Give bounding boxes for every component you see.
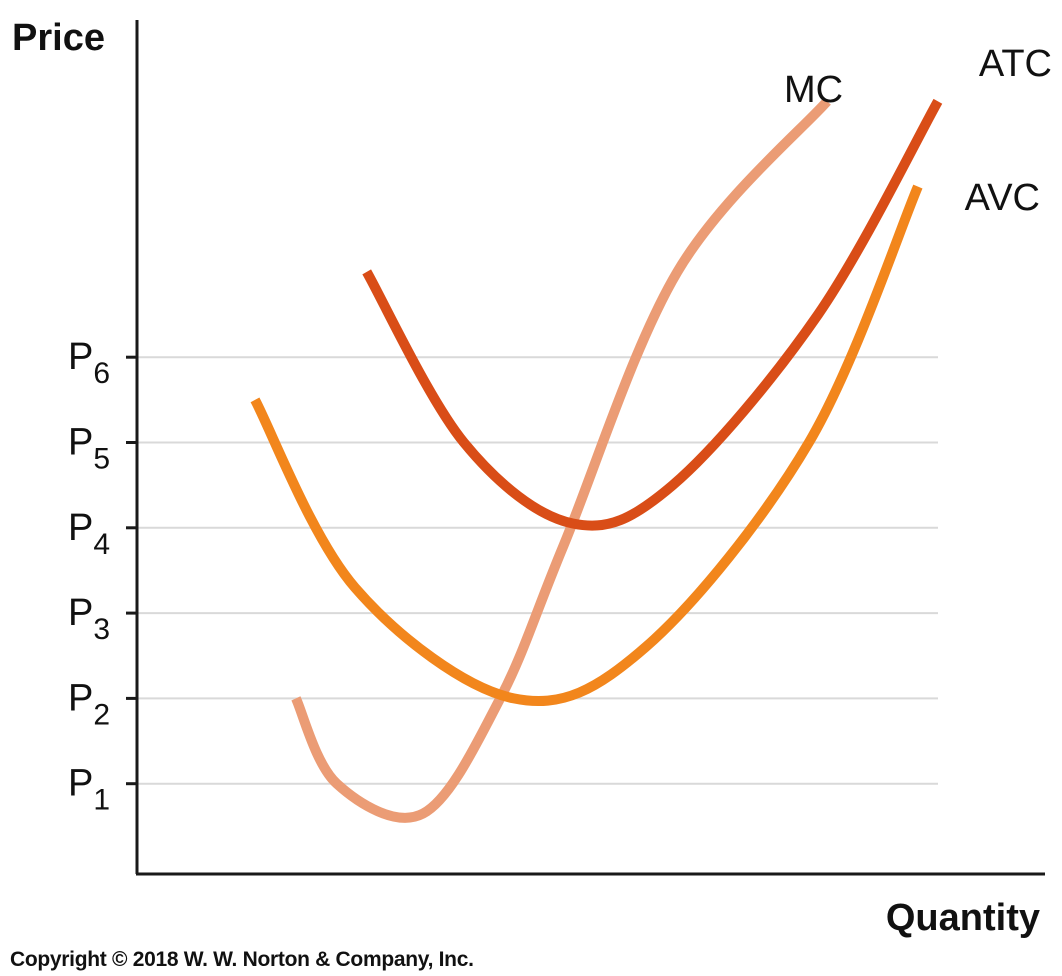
avc-label: AVC [965,177,1040,219]
tick-label-p4: P4 [68,507,110,561]
mc-curve [291,97,831,823]
avc-curve [250,184,923,707]
tick-label-p5: P5 [68,422,110,476]
tick-label-p3: P3 [68,592,110,646]
y-ticks: P1 P2 P3 P4 P5 P6 [68,336,137,817]
mc-label: MC [784,69,843,111]
tick-label-p1: P1 [68,763,110,817]
series-lines [250,97,943,823]
x-axis-title: Quantity [886,897,1040,939]
atc-curve [362,98,943,531]
copyright-notice: Copyright © 2018 W. W. Norton & Company,… [10,948,474,971]
tick-label-p6: P6 [68,336,110,390]
tick-label-p2: P2 [68,677,110,731]
y-axis-title: Price [12,17,105,59]
axes [135,20,1045,876]
series-labels: MC ATC AVC [784,43,1052,219]
atc-label: ATC [979,43,1052,85]
